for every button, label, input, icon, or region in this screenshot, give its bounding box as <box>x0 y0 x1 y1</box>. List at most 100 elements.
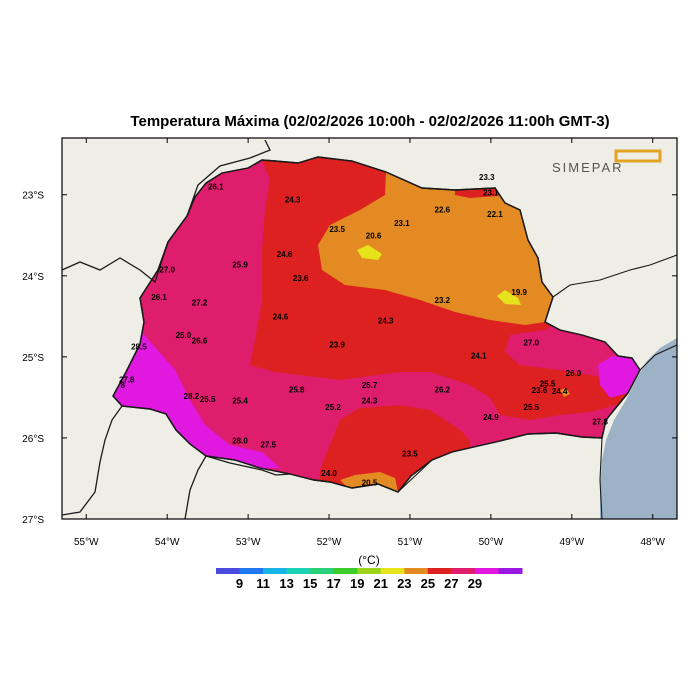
logo-text: SIMEPAR <box>552 160 624 175</box>
station-value: 25.9 <box>232 260 248 269</box>
station-value: 25.0 <box>176 331 192 340</box>
y-tick-label: 23°S <box>22 191 44 202</box>
map-axes: 55°W 54°W 53°W 52°W 51°W 50°W 49°W 48°W 23°S 24°S… <box>22 138 677 548</box>
y-tick-label: 24°S <box>22 272 44 283</box>
station-value: 26.2 <box>435 385 451 394</box>
station-value: 8 <box>120 381 125 390</box>
station-value: 24.0 <box>321 469 337 478</box>
x-tick-label: 50°W <box>479 537 504 548</box>
station-value: 23.5 <box>402 449 418 458</box>
legend-swatch <box>263 568 288 574</box>
legend-label: 19 <box>350 576 364 591</box>
y-tick-label: 25°S <box>22 353 44 364</box>
legend-swatch <box>451 568 476 574</box>
legend-swatch <box>333 568 358 574</box>
station-value: 20.5 <box>362 479 378 488</box>
border-sc-coast <box>599 437 603 519</box>
legend-unit: (°C) <box>358 553 379 567</box>
station-value: 25.5 <box>524 403 540 412</box>
zone-21-23-a <box>357 245 382 260</box>
station-value: 26.6 <box>192 337 208 346</box>
station-value: 25.2 <box>325 403 341 412</box>
station-value: 24.3 <box>285 196 301 205</box>
station-value: 23.2 <box>435 296 451 305</box>
station-value: 23.1 <box>394 219 410 228</box>
legend-label: 29 <box>468 576 482 591</box>
station-value: 28.5 <box>131 342 147 351</box>
legend-swatch <box>310 568 335 574</box>
station-value: 23.5 <box>329 225 345 234</box>
station-value: 24.6 <box>273 312 289 321</box>
border-sc-west <box>184 455 291 519</box>
station-value: 24.6 <box>277 250 293 259</box>
station-value: 24.3 <box>362 397 378 406</box>
atlantic-ocean <box>600 338 677 519</box>
legend-label: 17 <box>326 576 340 591</box>
border-argentina <box>62 405 123 516</box>
station-value: 19.9 <box>511 288 527 297</box>
map-title: Temperatura Máxima (02/02/2026 10:00h - … <box>130 113 609 130</box>
legend-swatch <box>357 568 382 574</box>
station-value: 22.1 <box>487 210 503 219</box>
station-value: 26.1 <box>151 293 167 302</box>
station-value: 27.8 <box>119 376 135 385</box>
legend-swatch <box>474 568 499 574</box>
station-value: 27.5 <box>261 440 277 449</box>
station-value: 23.6 <box>293 274 309 283</box>
x-tick-label: 49°W <box>560 537 585 548</box>
station-value: 26.1 <box>208 183 224 192</box>
station-value: 25.7 <box>362 381 378 390</box>
legend-swatch <box>286 568 311 574</box>
station-value: 22.6 <box>435 205 451 214</box>
x-tick-label: 53°W <box>236 537 261 548</box>
station-value: 27.0 <box>524 338 540 347</box>
color-legend: 9 11 13 15 17 19 21 23 25 27 29 <box>216 568 523 591</box>
border-ms <box>62 241 169 284</box>
station-labels: 26.1 24.3 23.1 22.6 22.1 23.1 23.5 20.6 24.6 25.9… <box>119 173 609 488</box>
station-value: 28.0 <box>232 436 248 445</box>
station-value: 23.9 <box>329 341 345 350</box>
legend-label: 9 <box>236 576 243 591</box>
station-value: 24.9 <box>483 413 499 422</box>
parana-outline <box>112 156 641 493</box>
zone-29-plus-east <box>598 356 640 398</box>
station-value: 27.8 <box>592 418 608 427</box>
plot-frame <box>61 137 678 520</box>
x-tick-label: 55°W <box>74 537 99 548</box>
station-value: 25.4 <box>232 397 248 406</box>
zone-23-25-coast <box>560 388 570 397</box>
x-tick-label: 48°W <box>640 537 665 548</box>
y-tick-label: 27°S <box>22 515 44 526</box>
legend-label: 27 <box>444 576 458 591</box>
legend-label: 15 <box>303 576 317 591</box>
station-value: 27.0 <box>159 265 175 274</box>
station-value: 25.5 <box>540 380 556 389</box>
station-value: 23.3 <box>479 173 495 182</box>
zone-23-25 <box>318 172 553 325</box>
station-value: 28.2 <box>184 392 200 401</box>
border-sp-east <box>552 254 677 298</box>
station-value: 26.0 <box>566 369 582 378</box>
station-value: 24.1 <box>471 351 487 360</box>
legend-swatch <box>239 568 264 574</box>
station-value: 23.6 <box>532 386 548 395</box>
legend-label: 21 <box>374 576 388 591</box>
legend-label: 23 <box>397 576 411 591</box>
station-value: 25.8 <box>289 385 305 394</box>
legend-label: 13 <box>279 576 293 591</box>
legend-label: 25 <box>421 576 435 591</box>
map-plot-area: 26.1 24.3 23.1 22.6 22.1 23.1 23.5 20.6 24.6 25.9… <box>62 138 677 519</box>
x-tick-label: 54°W <box>155 537 180 548</box>
legend-swatch <box>380 568 405 574</box>
coastline-sp <box>639 344 677 371</box>
legend-swatch <box>427 568 452 574</box>
legend-swatch <box>498 568 523 574</box>
station-value: 27.2 <box>192 299 208 308</box>
legend-label: 11 <box>256 576 270 591</box>
station-value: 23.1 <box>483 188 499 197</box>
x-tick-label: 51°W <box>398 537 423 548</box>
x-tick-label: 52°W <box>317 537 342 548</box>
station-value: 24.4 <box>552 387 568 396</box>
station-value: 24.3 <box>378 316 394 325</box>
y-tick-label: 26°S <box>22 434 44 445</box>
